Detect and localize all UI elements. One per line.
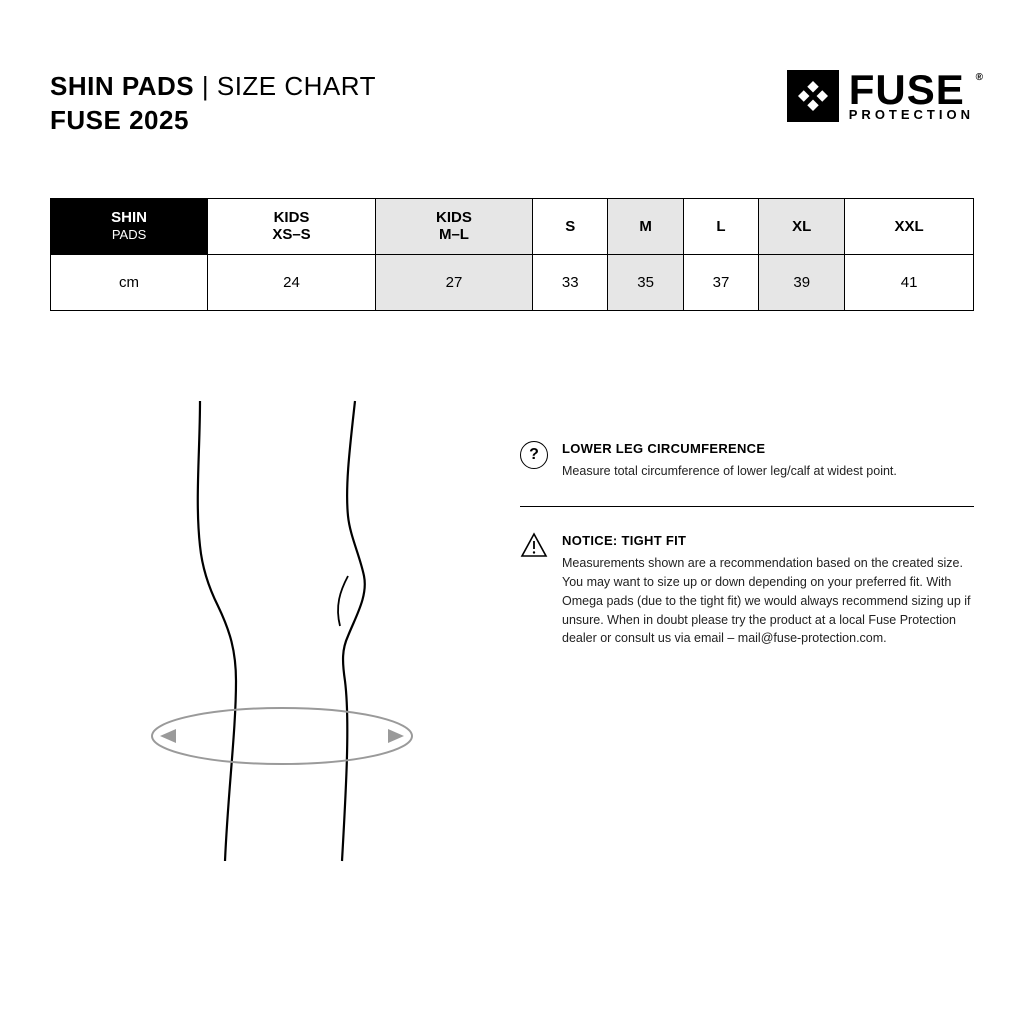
header: SHIN PADS | SIZE CHART FUSE 2025 FUSE ® … xyxy=(50,70,974,138)
info-title: LOWER LEG CIRCUMFERENCE xyxy=(562,441,897,456)
cell: 24 xyxy=(208,254,376,310)
page-subtitle: FUSE 2025 xyxy=(50,104,376,138)
cell: 41 xyxy=(845,254,974,310)
info-block-circumference: ? LOWER LEG CIRCUMFERENCE Measure total … xyxy=(520,441,974,481)
logo-brand: FUSE ® xyxy=(849,71,974,109)
page-title: SHIN PADS | SIZE CHART xyxy=(50,70,376,104)
question-icon: ? xyxy=(520,441,548,469)
info-text: NOTICE: TIGHT FIT Measurements shown are… xyxy=(562,533,974,648)
title-block: SHIN PADS | SIZE CHART FUSE 2025 xyxy=(50,70,376,138)
title-sep: | xyxy=(194,71,217,101)
cell: 27 xyxy=(375,254,532,310)
table-corner-cell: SHIN PADS xyxy=(51,198,208,254)
info-title: NOTICE: TIGHT FIT xyxy=(562,533,974,548)
row-label: cm xyxy=(51,254,208,310)
logo-registered: ® xyxy=(976,73,984,82)
info-divider xyxy=(520,506,974,507)
table-row: cm 24 27 33 35 37 39 41 xyxy=(51,254,974,310)
info-block-notice: NOTICE: TIGHT FIT Measurements shown are… xyxy=(520,533,974,648)
info-text: LOWER LEG CIRCUMFERENCE Measure total ci… xyxy=(562,441,897,481)
col-header: KIDS M–L xyxy=(375,198,532,254)
col-header: S xyxy=(533,198,608,254)
brand-logo: FUSE ® PROTECTION xyxy=(787,70,974,122)
logo-text: FUSE ® PROTECTION xyxy=(849,71,974,120)
cell: 39 xyxy=(759,254,845,310)
leg-illustration xyxy=(50,391,480,871)
info-body: Measure total circumference of lower leg… xyxy=(562,462,897,481)
col-header: M xyxy=(608,198,683,254)
info-body: Measurements shown are a recommendation … xyxy=(562,554,974,648)
col-header: L xyxy=(683,198,758,254)
table-header-row: SHIN PADS KIDS XS–S KIDS M–L S M L XL XX… xyxy=(51,198,974,254)
col-header: KIDS XS–S xyxy=(208,198,376,254)
info-column: ? LOWER LEG CIRCUMFERENCE Measure total … xyxy=(520,391,974,871)
title-light: SIZE CHART xyxy=(217,71,376,101)
col-header: XXL xyxy=(845,198,974,254)
title-bold: SHIN PADS xyxy=(50,71,194,101)
warning-icon xyxy=(520,533,548,557)
size-chart-table: SHIN PADS KIDS XS–S KIDS M–L S M L XL XX… xyxy=(50,198,974,311)
cell: 33 xyxy=(533,254,608,310)
cell: 37 xyxy=(683,254,758,310)
logo-mark-icon xyxy=(787,70,839,122)
lower-section: ? LOWER LEG CIRCUMFERENCE Measure total … xyxy=(50,391,974,871)
col-header: XL xyxy=(759,198,845,254)
cell: 35 xyxy=(608,254,683,310)
